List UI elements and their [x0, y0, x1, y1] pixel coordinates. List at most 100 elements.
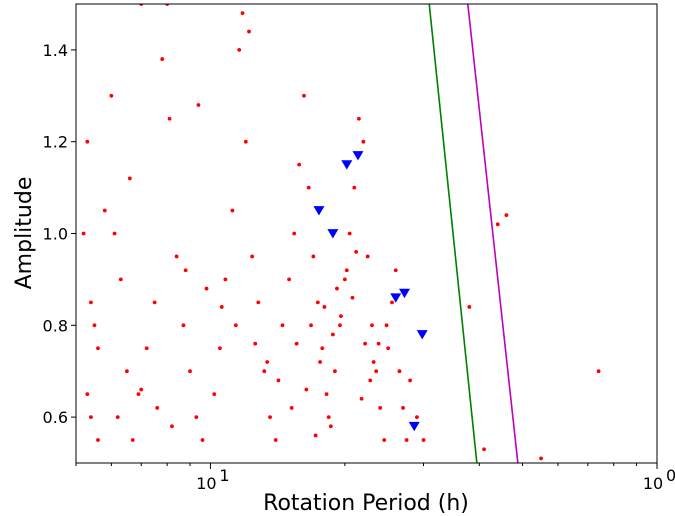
dot-point — [89, 300, 93, 305]
dot-point — [118, 277, 123, 282]
dot-point — [386, 346, 391, 351]
triangle-point — [408, 421, 420, 432]
dot-point — [223, 277, 228, 282]
dot-point — [320, 346, 325, 351]
dot-point — [127, 176, 132, 181]
dot-point — [294, 341, 299, 346]
dot-point — [384, 323, 389, 328]
dot-point — [217, 346, 222, 351]
x-tick-label: 10 — [643, 474, 663, 493]
dot-point — [102, 208, 107, 213]
dot-point — [311, 254, 316, 259]
dot-point — [155, 406, 160, 410]
dot-point — [240, 11, 245, 16]
dot-point — [359, 396, 364, 401]
dot-point — [81, 231, 86, 236]
dot-point — [333, 369, 337, 374]
x-tick-label: 10 — [196, 474, 216, 493]
dot-point — [304, 387, 309, 392]
reference-line-1 — [467, 4, 519, 463]
dot-point — [397, 369, 402, 374]
dot-point — [539, 456, 543, 461]
dot-point — [378, 406, 383, 410]
dot-point — [212, 392, 217, 397]
dot-point — [280, 323, 285, 328]
dot-point — [130, 438, 135, 442]
dot-point — [408, 378, 413, 383]
dot-point — [302, 93, 306, 98]
dot-point — [112, 231, 117, 236]
dot-point — [276, 378, 281, 383]
dot-point — [237, 48, 242, 52]
dot-point — [344, 268, 349, 273]
dot-point — [268, 415, 272, 419]
dot-point — [326, 415, 331, 419]
triangle-point — [341, 160, 353, 170]
y-tick-label: 0.8 — [43, 316, 68, 335]
dot-point — [338, 323, 342, 328]
dot-point — [167, 116, 172, 121]
dot-point — [174, 254, 179, 259]
dot-point — [376, 341, 381, 346]
dot-point — [482, 447, 486, 452]
x-tick-exponent: 1 — [219, 466, 229, 485]
dot-point — [390, 300, 394, 305]
dot-point — [233, 323, 238, 328]
dot-point — [115, 415, 120, 419]
dot-point — [136, 392, 141, 397]
tick-layer: 0.60.81.01.21.410 1 10 0 — [43, 41, 675, 493]
dot-point — [415, 415, 419, 419]
dot-point — [363, 341, 368, 346]
dot-point — [253, 341, 258, 346]
y-tick-label: 0.6 — [43, 408, 68, 427]
dot-point — [96, 346, 100, 351]
dot-point — [313, 433, 318, 438]
dot-point — [183, 268, 188, 273]
dot-point — [188, 369, 192, 374]
dot-point — [421, 438, 426, 442]
dot-point — [370, 323, 374, 328]
y-tick-label: 1.2 — [43, 133, 68, 152]
dot-point — [85, 392, 90, 397]
y-tick-label: 1.0 — [43, 225, 68, 244]
dot-point — [200, 438, 205, 442]
x-axis-label: Rotation Period (h) — [263, 491, 469, 516]
dot-point — [289, 406, 294, 410]
dot-point — [356, 116, 361, 121]
plot-frame — [75, 3, 658, 464]
dot-point — [96, 438, 100, 442]
triangle-point — [313, 206, 325, 216]
dot-point — [170, 424, 174, 429]
dot-point — [306, 185, 311, 190]
dot-point — [596, 369, 601, 374]
dot-point — [342, 277, 347, 282]
dot-point — [230, 208, 235, 213]
dot-point — [247, 29, 251, 34]
dot-point — [292, 231, 297, 236]
dot-point — [350, 295, 355, 300]
dot-point — [204, 286, 209, 291]
dot-point — [196, 103, 201, 107]
dot-point — [401, 406, 405, 410]
dot-point — [339, 314, 343, 319]
dot-point — [250, 254, 255, 259]
dot-point — [335, 286, 339, 291]
dot-point — [368, 378, 373, 383]
triangle-point — [416, 330, 428, 340]
dot-point — [219, 305, 224, 309]
dot-point — [160, 57, 165, 61]
triangle-point — [398, 288, 410, 299]
dot-point — [504, 213, 509, 218]
dot-point — [354, 249, 359, 254]
dot-point — [124, 369, 129, 374]
triangle-point — [390, 293, 402, 303]
dot-point — [297, 162, 302, 167]
dot-point — [265, 360, 270, 364]
dot-point — [85, 139, 90, 144]
dot-point — [347, 231, 352, 236]
y-tick-label: 1.4 — [43, 41, 68, 60]
dot-point — [109, 93, 114, 98]
dot-point — [382, 438, 387, 442]
